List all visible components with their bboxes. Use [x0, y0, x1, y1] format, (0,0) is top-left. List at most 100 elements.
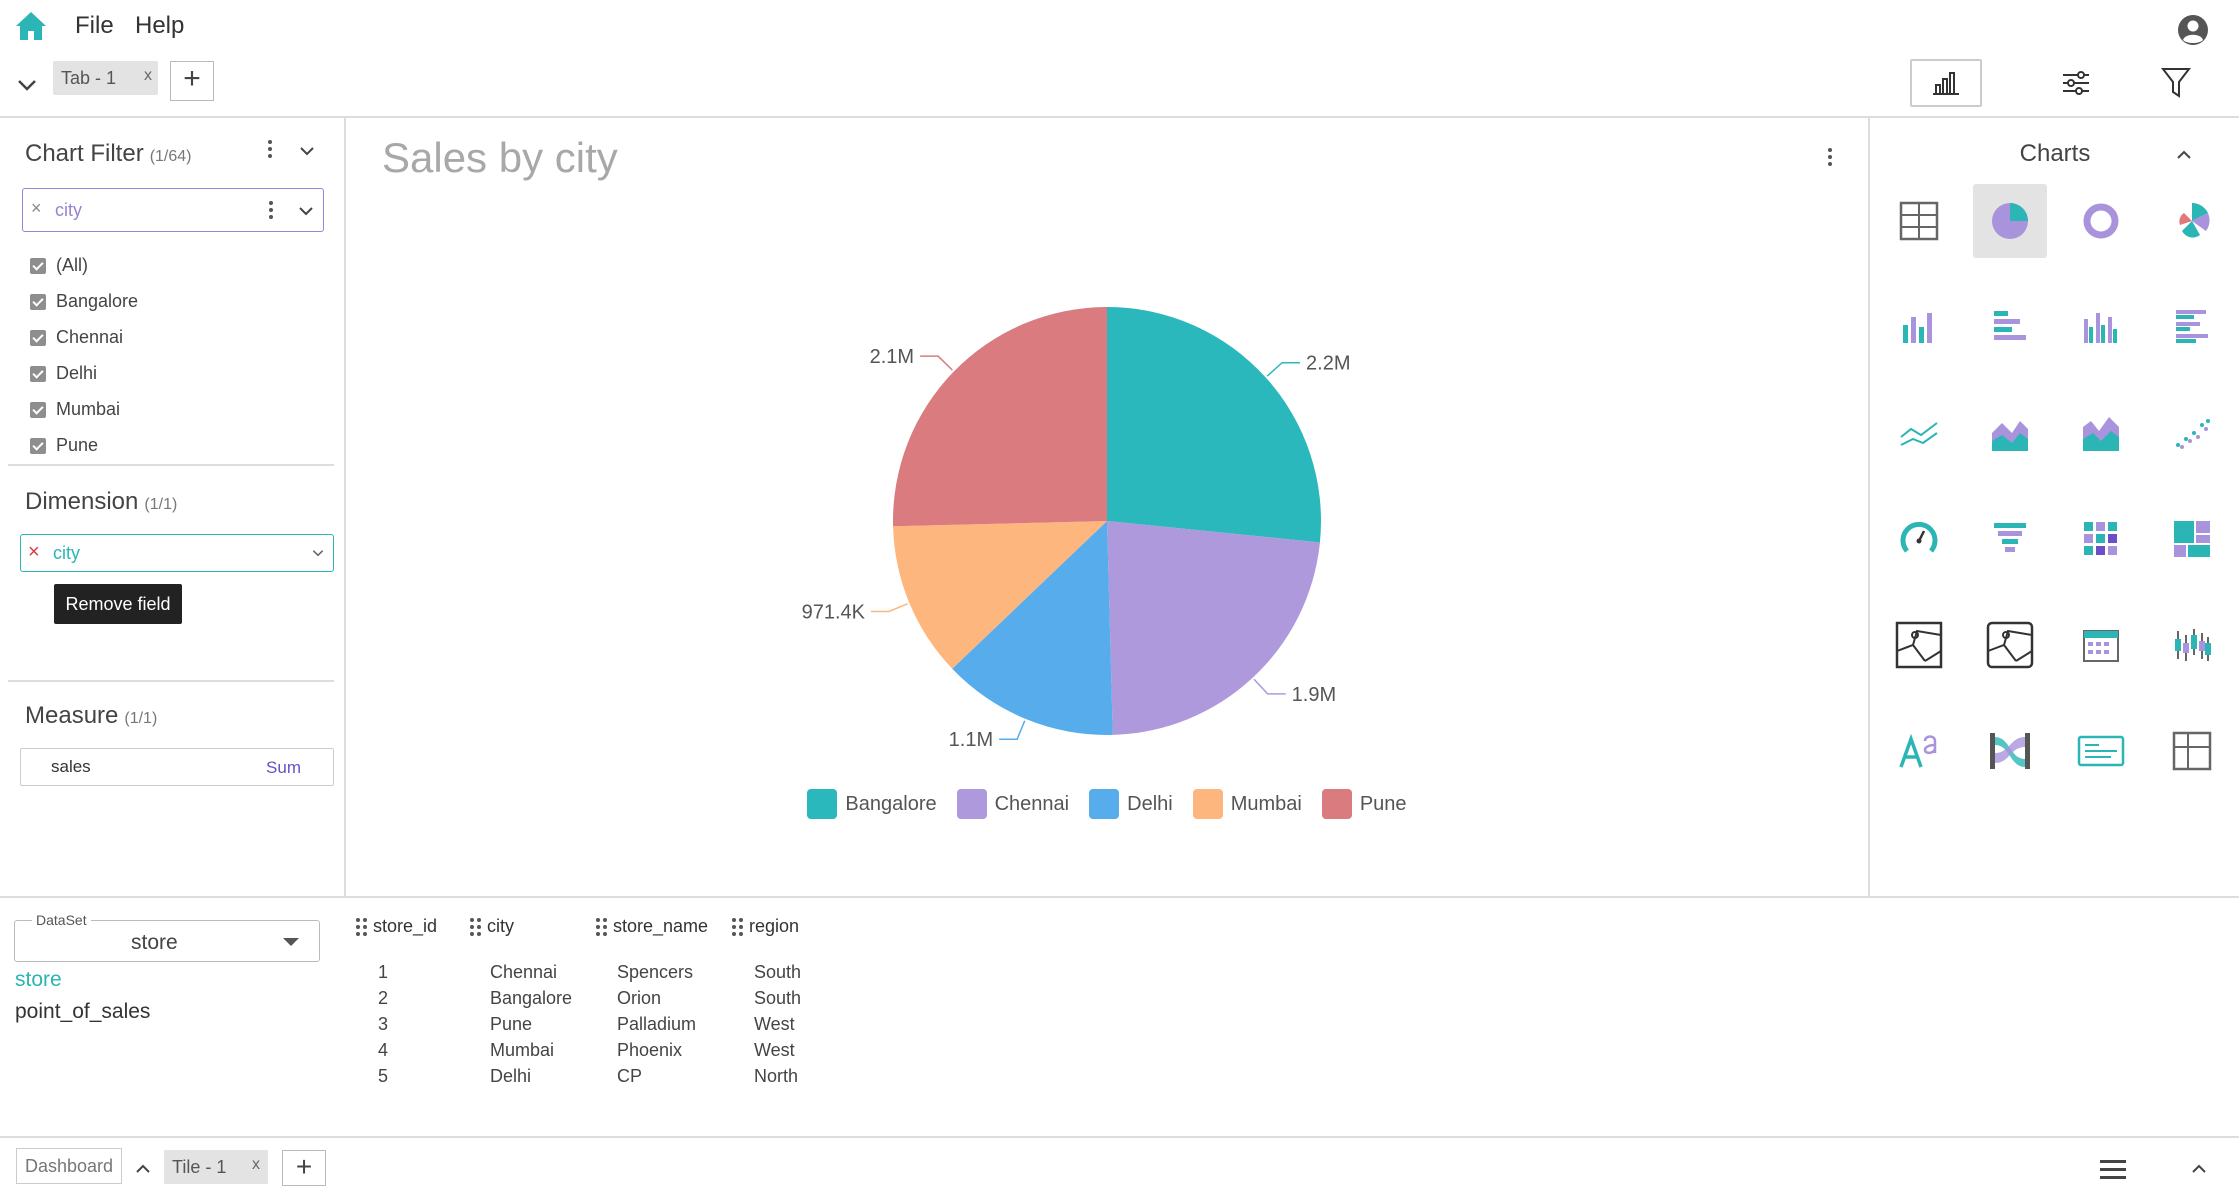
checkbox[interactable]	[30, 366, 46, 382]
label-leader-line	[1253, 678, 1286, 695]
donut-chart-icon[interactable]	[2064, 184, 2138, 258]
drag-handle-icon[interactable]	[470, 917, 481, 936]
table-cell: South	[754, 962, 802, 982]
home-icon[interactable]	[14, 10, 48, 42]
filter-button[interactable]	[2140, 59, 2212, 107]
dataset-table-item[interactable]: point_of_sales	[15, 1000, 151, 1023]
map-chart-icon[interactable]	[1882, 608, 1956, 682]
checkbox[interactable]	[30, 402, 46, 418]
checkbox[interactable]	[30, 330, 46, 346]
legend-label: Mumbai	[1230, 792, 1302, 815]
drag-handle-icon[interactable]	[596, 917, 607, 936]
area-chart-icon[interactable]	[1973, 396, 2047, 470]
legend-swatch	[956, 789, 987, 819]
chevron-down-icon[interactable]	[14, 72, 40, 98]
card-chart-icon[interactable]	[2064, 714, 2138, 788]
chevron-down-icon[interactable]	[311, 547, 325, 559]
scatter-chart-icon[interactable]	[2155, 396, 2229, 470]
settings-button[interactable]	[2040, 59, 2112, 107]
menu-file[interactable]: File	[75, 12, 114, 39]
measure-field[interactable]: sales Sum	[20, 748, 334, 786]
legend-swatch	[1089, 789, 1120, 819]
funnel-chart-icon[interactable]	[1973, 502, 2047, 576]
pivot-table-icon[interactable]	[2155, 714, 2229, 788]
treemap-chart-icon[interactable]	[2155, 502, 2229, 576]
chart-title[interactable]: Sales by city	[382, 134, 618, 181]
remove-field-icon[interactable]: ×	[28, 541, 40, 563]
heatmap-chart-icon[interactable]	[2064, 502, 2138, 576]
charts-panel-title: Charts	[2019, 140, 2091, 167]
line-chart-icon[interactable]	[1882, 396, 1956, 470]
more-vertical-icon[interactable]	[1826, 146, 1834, 168]
legend-label: Chennai	[994, 792, 1070, 815]
column-header[interactable]: region	[732, 916, 799, 937]
bar-chart-icon	[1933, 72, 1959, 95]
column-header[interactable]: store_name	[596, 916, 708, 937]
checkbox[interactable]	[30, 438, 46, 454]
pie-slice-chennai[interactable]	[1107, 521, 1320, 735]
tab-close-button[interactable]: x	[144, 67, 152, 84]
table-cell: 2	[378, 988, 389, 1008]
filter-field-value: city	[55, 200, 82, 220]
grouped-bar-chart-icon[interactable]	[2155, 290, 2229, 364]
menu-help[interactable]: Help	[135, 12, 185, 39]
tile-close-button[interactable]: x	[252, 1156, 260, 1173]
column-header[interactable]: store_id	[356, 916, 437, 937]
sliders-icon	[2063, 71, 2089, 95]
add-tile-button[interactable]: +	[282, 1150, 326, 1186]
chevron-down-icon[interactable]	[298, 144, 316, 158]
chevron-up-icon[interactable]	[2190, 1162, 2208, 1176]
filter-field-selector[interactable]: × city	[22, 188, 324, 232]
pie-slice-pune[interactable]	[893, 307, 1107, 527]
label-leader-line	[871, 603, 908, 613]
chart-view-button[interactable]	[1910, 59, 1982, 107]
drag-handle-icon[interactable]	[356, 917, 367, 936]
menu-icon[interactable]	[2100, 1160, 2126, 1180]
legend-item[interactable]: Delhi	[1089, 786, 1173, 822]
aggregation-selector[interactable]: Sum	[266, 758, 301, 777]
tile-1[interactable]: Tile - 1 x	[164, 1150, 268, 1184]
geo-map-chart-icon[interactable]	[1973, 608, 2047, 682]
tab-1[interactable]: Tab - 1 x	[53, 61, 158, 95]
bar-chart-icon[interactable]	[1973, 290, 2047, 364]
candlestick-chart-icon[interactable]	[2155, 608, 2229, 682]
dataset-select[interactable]: store	[14, 920, 320, 962]
dataset-table-item[interactable]: store	[15, 968, 62, 991]
user-account-icon[interactable]	[2177, 14, 2209, 46]
sankey-chart-icon[interactable]	[1973, 714, 2047, 788]
column-chart-icon[interactable]	[1882, 290, 1956, 364]
clear-filter-icon[interactable]: ×	[31, 198, 42, 218]
chevron-down-icon[interactable]	[297, 204, 315, 218]
dimension-title: Dimension (1/1)	[25, 488, 178, 515]
drag-handle-icon[interactable]	[732, 917, 743, 936]
gauge-chart-icon[interactable]	[1882, 502, 1956, 576]
legend-item[interactable]: Chennai	[956, 786, 1070, 822]
chart-legend: Bangalore Chennai Delhi Mumbai Pune	[348, 786, 1866, 822]
chevron-up-icon[interactable]	[134, 1162, 152, 1176]
checkbox[interactable]	[30, 258, 46, 274]
more-vertical-icon[interactable]	[267, 199, 275, 221]
pie-chart-icon[interactable]	[1973, 184, 2047, 258]
column-header[interactable]: city	[470, 916, 514, 937]
pie-slice-bangalore[interactable]	[1107, 307, 1321, 543]
pie-slice-delhi[interactable]	[952, 521, 1113, 735]
text-chart-icon[interactable]	[1882, 714, 1956, 788]
more-vertical-icon[interactable]	[266, 138, 274, 160]
dashboard-button[interactable]: Dashboard	[16, 1148, 122, 1184]
dimension-field[interactable]: × city	[20, 534, 334, 572]
legend-item[interactable]: Bangalore	[807, 786, 937, 822]
legend-item[interactable]: Mumbai	[1192, 786, 1302, 822]
legend-item[interactable]: Pune	[1321, 786, 1407, 822]
table-chart-icon[interactable]	[1882, 184, 1956, 258]
rose-chart-icon[interactable]	[2155, 184, 2229, 258]
add-tab-button[interactable]: +	[170, 61, 214, 101]
grouped-column-chart-icon[interactable]	[2064, 290, 2138, 364]
legend-swatch	[1192, 789, 1223, 819]
pie-slice-mumbai[interactable]	[893, 521, 1107, 669]
legend-swatch	[1321, 789, 1352, 819]
calendar-chart-icon[interactable]	[2064, 608, 2138, 682]
stacked-area-chart-icon[interactable]	[2064, 396, 2138, 470]
dataset-label: DataSet	[32, 912, 91, 928]
checkbox[interactable]	[30, 294, 46, 310]
chevron-up-icon[interactable]	[2175, 148, 2193, 162]
